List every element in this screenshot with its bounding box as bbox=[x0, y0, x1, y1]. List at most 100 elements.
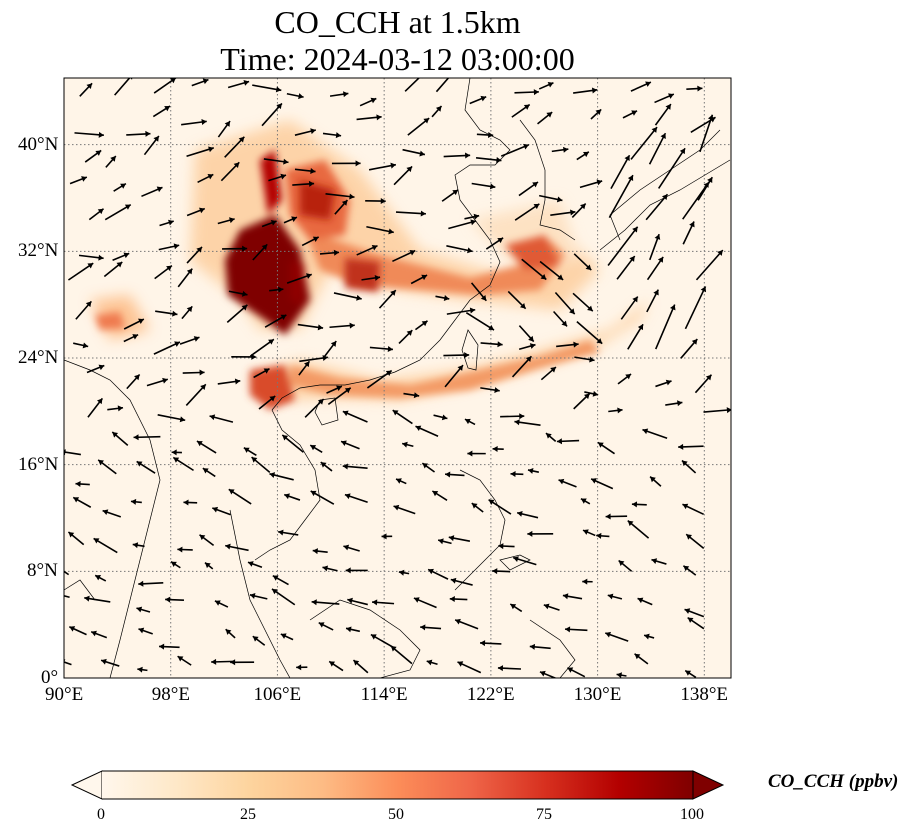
wind-arrow bbox=[212, 506, 231, 516]
wind-arrow bbox=[310, 490, 335, 505]
wind-arrow bbox=[132, 542, 145, 549]
wind-arrow bbox=[301, 236, 320, 247]
wind-arrow bbox=[465, 311, 495, 331]
wind-arrow bbox=[186, 146, 214, 158]
wind-arrow bbox=[123, 333, 139, 343]
wind-arrow bbox=[518, 343, 536, 350]
wind-arrow bbox=[616, 255, 636, 280]
wind-arrow bbox=[64, 449, 82, 456]
wind-arrow bbox=[551, 146, 569, 153]
wind-arrow bbox=[421, 462, 436, 473]
wind-arrow bbox=[539, 260, 564, 281]
wind-arrow bbox=[327, 387, 352, 406]
wind-arrow bbox=[258, 395, 276, 410]
wind-arrow bbox=[574, 356, 595, 363]
wind-arrow bbox=[687, 616, 705, 630]
wind-arrow bbox=[449, 596, 468, 603]
wind-arrow bbox=[498, 543, 515, 550]
wind-arrow bbox=[179, 336, 200, 345]
wind-arrow bbox=[93, 537, 118, 554]
wind-arrow bbox=[247, 561, 263, 569]
wind-arrow bbox=[407, 117, 430, 136]
wind-arrow bbox=[224, 136, 245, 158]
wind-arrow bbox=[369, 346, 394, 353]
wind-arrow bbox=[556, 341, 579, 348]
wind-arrow bbox=[390, 645, 413, 665]
wind-arrow bbox=[283, 216, 298, 224]
wind-arrow bbox=[225, 543, 249, 552]
wind-arrow bbox=[649, 233, 661, 261]
wind-arrow bbox=[469, 95, 487, 105]
wind-arrow bbox=[392, 249, 416, 263]
wind-arrow bbox=[529, 643, 551, 650]
wind-arrow bbox=[138, 580, 164, 587]
wind-arrow bbox=[343, 544, 360, 552]
wind-arrow bbox=[283, 493, 301, 501]
wind-arrow bbox=[401, 441, 414, 448]
wind-arrow bbox=[155, 310, 178, 317]
wind-arrow bbox=[181, 305, 193, 320]
wind-arrow bbox=[627, 323, 644, 350]
wind-arrow bbox=[415, 425, 439, 437]
wind-arrow bbox=[618, 559, 633, 572]
wind-vectors bbox=[64, 78, 731, 678]
colorbar-tick-25: 25 bbox=[240, 806, 256, 823]
wind-arrow bbox=[514, 89, 539, 96]
wind-arrow bbox=[271, 588, 296, 606]
wind-arrow bbox=[138, 627, 153, 635]
map-frame bbox=[63, 77, 732, 679]
wind-arrow bbox=[457, 661, 482, 674]
wind-arrow bbox=[269, 286, 284, 293]
wind-arrow bbox=[344, 493, 368, 504]
wind-arrow bbox=[269, 472, 294, 481]
colorbar-under-arrow bbox=[70, 770, 103, 800]
lat-tick-label: 40°N bbox=[18, 133, 59, 155]
lat-tick-label: 32°N bbox=[18, 240, 59, 262]
wind-arrow bbox=[573, 253, 592, 271]
wind-arrow bbox=[488, 499, 512, 515]
wind-arrow bbox=[67, 262, 94, 281]
wind-arrow bbox=[620, 296, 639, 320]
wind-arrow bbox=[685, 533, 705, 550]
wind-arrow bbox=[686, 85, 703, 92]
wind-arrow bbox=[322, 565, 338, 572]
wind-arrow bbox=[435, 295, 450, 301]
wind-arrow bbox=[220, 161, 240, 182]
wind-arrow bbox=[130, 498, 142, 505]
wind-arrow bbox=[79, 82, 93, 97]
lon-tick-label: 98°E bbox=[151, 684, 190, 705]
coastlines bbox=[64, 78, 731, 678]
wind-arrow bbox=[605, 513, 628, 520]
wind-arrow bbox=[699, 114, 714, 153]
wind-arrow bbox=[681, 459, 697, 474]
wind-arrow bbox=[448, 535, 471, 542]
wind-arrow bbox=[540, 366, 557, 381]
wind-arrow bbox=[78, 254, 104, 261]
wind-arrow bbox=[183, 499, 198, 506]
wind-arrow bbox=[607, 226, 639, 267]
wind-arrow bbox=[464, 418, 476, 426]
wind-arrow bbox=[177, 546, 193, 553]
wind-arrow bbox=[86, 364, 105, 374]
wind-arrow bbox=[454, 618, 479, 630]
wind-arrow bbox=[365, 198, 386, 205]
map-title-time: Time: 2024-03-12 03:00:00 bbox=[220, 41, 575, 77]
wind-arrow bbox=[334, 199, 349, 215]
wind-arrow bbox=[393, 165, 413, 186]
wind-arrow bbox=[410, 274, 428, 285]
wind-arrow bbox=[230, 659, 255, 666]
wind-arrow bbox=[576, 151, 590, 161]
wind-arrow bbox=[345, 626, 361, 633]
wind-arrow bbox=[654, 93, 675, 104]
wind-arrow bbox=[329, 91, 349, 98]
wind-arrow bbox=[622, 110, 638, 119]
colorbar-ramp bbox=[102, 771, 693, 799]
wind-arrow bbox=[217, 217, 235, 225]
wind-arrow bbox=[584, 390, 599, 397]
wind-arrow bbox=[297, 323, 324, 331]
wind-arrow bbox=[539, 670, 558, 678]
wind-arrow bbox=[286, 92, 304, 100]
wind-arrow bbox=[642, 428, 668, 440]
wind-arrow bbox=[299, 355, 328, 363]
